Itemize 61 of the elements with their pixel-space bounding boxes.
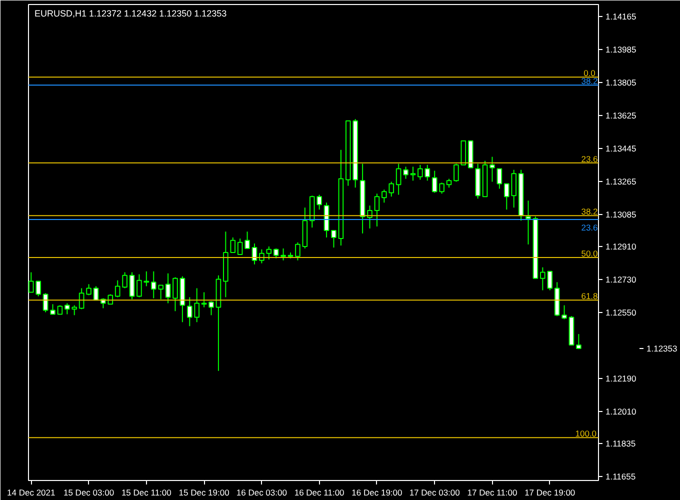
- candlestick: [576, 334, 582, 350]
- candlestick: [50, 304, 56, 315]
- candlestick: [230, 236, 236, 253]
- candlestick: [396, 163, 402, 196]
- candlestick: [273, 248, 279, 259]
- candlestick: [490, 156, 495, 182]
- annotation: 23.6: [581, 154, 598, 164]
- y-tick-label: 1.12010: [606, 406, 636, 416]
- candlestick: [367, 205, 372, 229]
- candlestick: [172, 276, 178, 312]
- y-tick-label: 1.13805: [606, 77, 636, 88]
- candlestick: [496, 168, 502, 190]
- annotation: 23.6: [581, 222, 598, 232]
- y-tick-label: 1.12730: [606, 274, 636, 284]
- candlestick: [252, 243, 258, 265]
- y-tick-label: 1.13985: [606, 44, 636, 54]
- candlestick: [129, 272, 135, 300]
- candlestick: [208, 300, 214, 316]
- x-tick-label: 15 Dec 03:00: [63, 488, 114, 498]
- x-tick-label: 17 Dec 03:00: [409, 488, 460, 498]
- x-tick-label: 17 Dec 11:00: [467, 488, 518, 498]
- y-tick-label: 1.14165: [606, 11, 636, 22]
- candlestick: [410, 166, 416, 182]
- x-tick-label: 14 Dec 2021: [7, 488, 56, 498]
- y-tick-label: 1.13265: [606, 176, 636, 186]
- y-tick-label: 1.11655: [606, 471, 636, 482]
- candlestick: [562, 304, 567, 320]
- candlestick: [266, 246, 272, 260]
- candlestick: [237, 238, 243, 256]
- y-tick-label: 1.13085: [606, 209, 636, 220]
- y-tick-label: 1.12910: [606, 241, 636, 252]
- candlestick: [374, 193, 380, 227]
- annotation: 38.2: [581, 76, 598, 86]
- x-tick-label: 15 Dec 11:00: [121, 488, 172, 498]
- y-tick-label: 1.11835: [606, 438, 636, 448]
- candlestick: [280, 248, 286, 261]
- annotation: 100.0: [575, 428, 597, 439]
- annotation: 50.0: [581, 248, 598, 258]
- candlestick: [403, 166, 408, 180]
- annotation: 38.2: [581, 206, 598, 217]
- candlestick: [244, 231, 250, 249]
- candlestick: [165, 272, 171, 304]
- candlestick: [331, 230, 336, 248]
- y-tick-label: 1.13625: [606, 110, 636, 120]
- x-tick-label: 15 Dec 19:00: [178, 488, 230, 498]
- candlestick: [526, 200, 531, 245]
- x-tick-label: 16 Dec 19:00: [352, 488, 403, 498]
- annotation: 0.0: [584, 68, 596, 78]
- y-tick-label: 1.13445: [606, 143, 636, 154]
- x-tick-label: 16 Dec 11:00: [294, 488, 345, 498]
- x-tick-label: 17 Dec 19:00: [524, 488, 576, 498]
- y-tick-label: 1.12550: [606, 307, 636, 318]
- candlestick: [136, 274, 142, 298]
- candlestick: [295, 242, 300, 261]
- x-tick-label: 16 Dec 03:00: [236, 488, 288, 498]
- candlestick: [454, 163, 459, 182]
- y-tick-label: 1.12190: [606, 373, 636, 384]
- text: 1.12353: [646, 344, 678, 354]
- chart-title: EURUSD,H1 1.12372 1.12432 1.12350 1.12353: [34, 8, 227, 18]
- annotation: 61.8: [581, 291, 598, 302]
- candlestick: [259, 248, 264, 264]
